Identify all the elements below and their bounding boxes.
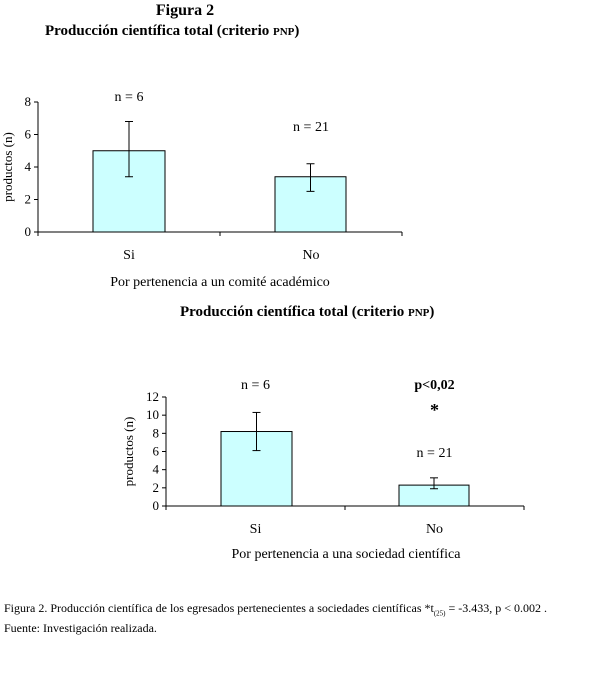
chart1-title: Producción científica total (criterio PN…: [45, 23, 299, 40]
chart2-annotation-no: n = 21: [417, 446, 453, 461]
chart2-category-label-si: Si: [250, 522, 262, 537]
figure-caption: Figura 2. Producción científica de los e…: [4, 601, 604, 636]
chart2-ytick-label-1: 2: [153, 480, 160, 495]
caption-prefix: Figura 2. Producción científica de los e…: [4, 601, 434, 615]
chart1-title-end: ): [294, 23, 300, 39]
chart2-title: Producción científica total (criterio PN…: [180, 304, 434, 321]
chart1-category-label-si: Si: [123, 248, 135, 263]
chart1-annotation-si: n = 6: [115, 90, 144, 105]
caption-source: Fuente: Investigación realizada.: [4, 621, 157, 636]
figure-label: Figura 2: [155, 2, 215, 19]
chart2-ytick-label-2: 4: [153, 462, 160, 477]
chart2-ytick-label-3: 6: [153, 444, 160, 459]
chart1-xlabel: Por pertenencia a un comité académico: [110, 275, 330, 290]
chart1-title-abbr: PNP: [272, 26, 295, 38]
chart1-annotation-no: n = 21: [293, 120, 329, 135]
chart2-svg: 0 2 4 6 8 10 12 productos (n) Si n = 6 No n = 21 Por…: [121, 378, 525, 562]
chart1-ytick-label-2: 4: [25, 159, 32, 174]
chart1-ytick-label-3: 6: [25, 127, 32, 142]
chart2-ytick-label-4: 8: [153, 425, 160, 440]
caption-subscript: (25): [433, 609, 446, 618]
chart2-category-label-no: No: [426, 522, 443, 537]
chart1-category-label-no: No: [302, 248, 319, 263]
chart2-title-main: Producción científica total (criterio: [180, 304, 408, 320]
chart1-ytick-label-1: 2: [25, 192, 32, 207]
chart2-significance-label: p<0,02: [414, 378, 454, 393]
chart1-svg: 0 2 4 6 8 productos (n) Si n = 6 No n = 21 Por per…: [0, 90, 403, 290]
chart2-ytick-label-0: 0: [153, 498, 160, 513]
chart2-title-end: ): [429, 304, 435, 320]
chart1-title-main: Producción científica total (criterio: [45, 23, 273, 39]
chart2-xlabel: Por pertenencia a una sociedad científic…: [232, 547, 462, 562]
chart1-bar-si: [92, 150, 166, 233]
chart2-annotation-si: n = 6: [241, 378, 270, 393]
chart2-ytick-label-6: 12: [146, 389, 159, 404]
chart2-ylabel: productos (n): [121, 417, 136, 487]
chart1-ylabel: productos (n): [0, 132, 15, 202]
chart1-ytick-label-4: 8: [25, 94, 32, 109]
caption-suffix: = -3.433, p < 0.002 .: [445, 601, 548, 615]
chart2-title-abbr: PNP: [407, 307, 430, 319]
chart2-ytick-label-5: 10: [146, 407, 159, 422]
chart2-significance-marker: *: [430, 400, 439, 420]
chart1-ytick-label-0: 0: [25, 224, 32, 239]
